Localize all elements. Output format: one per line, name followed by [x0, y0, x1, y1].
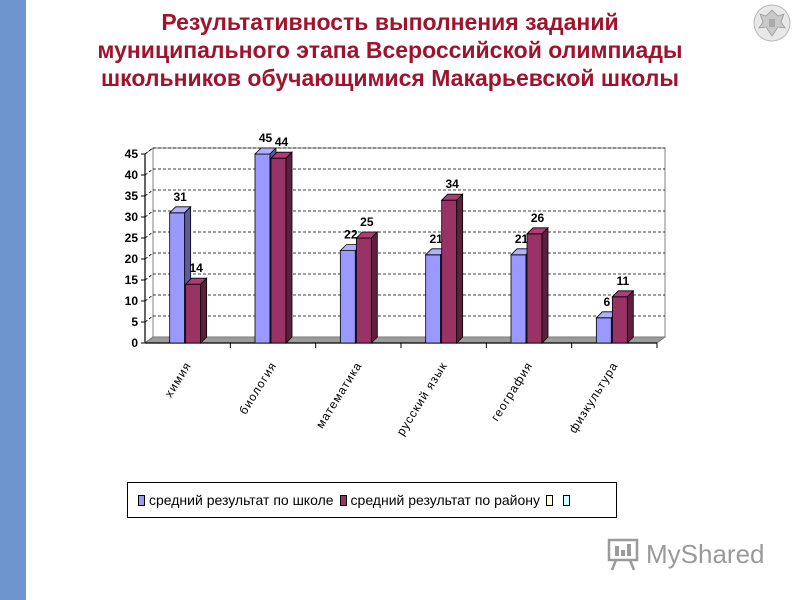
- y-tick-label: 35: [125, 189, 139, 203]
- data-label: 6: [603, 295, 610, 309]
- data-label: 11: [616, 274, 629, 288]
- legend-swatch-empty-1: [546, 494, 554, 506]
- chart-side-wall: [144, 147, 154, 344]
- bar-side-2: [456, 193, 464, 344]
- category-label: физкультура: [566, 359, 621, 435]
- bar-1: [595, 317, 612, 344]
- y-tick-label: 15: [125, 273, 139, 287]
- accent-side-bar: [0, 0, 26, 600]
- bar-1: [169, 212, 186, 344]
- title-line-2: муниципального этапа Всероссийской олимп…: [97, 37, 683, 63]
- myshared-logo: MyShared: [606, 536, 766, 572]
- bar-2: [185, 283, 202, 344]
- data-label: 26: [531, 211, 545, 225]
- data-label: 34: [445, 177, 459, 191]
- bar-2: [355, 237, 372, 344]
- y-tick-label: 30: [125, 210, 139, 224]
- chart-back-wall: [152, 147, 666, 338]
- legend-item-empty-1: [546, 494, 557, 506]
- data-label: 21: [429, 232, 443, 246]
- gridline-side: [144, 168, 154, 176]
- slide-title: Результативность выполнения заданий муни…: [40, 8, 740, 92]
- bar-1: [425, 254, 442, 344]
- coat-of-arms-icon: [753, 4, 791, 42]
- bar-side-2: [541, 226, 549, 344]
- data-label: 31: [173, 190, 187, 204]
- bar-side-2: [370, 231, 378, 344]
- data-label: 25: [360, 215, 374, 229]
- bar-side-2: [285, 151, 293, 344]
- chart-legend: средний результат по школе средний резул…: [127, 482, 617, 518]
- bar-side-2: [626, 289, 634, 344]
- y-tick-label: 5: [131, 315, 138, 329]
- title-line-3: школьников обучающимися Макарьевской шко…: [100, 65, 680, 91]
- bar-2: [611, 296, 628, 344]
- legend-item-empty-2: [563, 494, 574, 506]
- chart-floor: [143, 336, 667, 344]
- category-label: русский язык: [394, 359, 451, 438]
- legend-item-series-1: средний результат по школе: [138, 492, 334, 508]
- y-tick-label: 0: [131, 336, 138, 350]
- data-label: 21: [515, 232, 529, 246]
- gridline-side: [144, 315, 154, 323]
- data-label: 14: [189, 261, 203, 275]
- legend-item-series-2: средний результат по району: [339, 492, 541, 508]
- gridline-side: [144, 273, 154, 281]
- bar-2: [270, 157, 287, 344]
- bar-1: [510, 254, 527, 344]
- gridline-side: [144, 294, 154, 302]
- bar-2: [526, 233, 543, 344]
- gridline-side: [144, 189, 154, 197]
- y-tick-label: 10: [125, 294, 139, 308]
- y-tick-label: 20: [125, 252, 139, 266]
- y-tick-label: 40: [125, 168, 139, 182]
- legend-swatch-series-1: [138, 494, 145, 506]
- bar-2: [441, 199, 458, 344]
- bar-side-2: [200, 277, 208, 344]
- y-tick-label: 45: [125, 147, 139, 161]
- bar-1: [339, 250, 356, 344]
- legend-swatch-series-2: [339, 494, 347, 506]
- legend-label-series-2: средний результат по району: [350, 492, 541, 508]
- gridline-side: [144, 147, 154, 155]
- category-label: биология: [236, 359, 279, 417]
- gridline-side: [144, 252, 154, 260]
- category-label: математика: [313, 359, 365, 431]
- gridline-side: [144, 231, 154, 239]
- data-label: 22: [344, 228, 358, 242]
- y-tick-label: 25: [125, 231, 139, 245]
- bar-1: [254, 153, 271, 344]
- title-line-1: Результативность выполнения заданий: [161, 9, 619, 35]
- data-label: 44: [275, 135, 289, 149]
- legend-label-series-1: средний результат по школе: [149, 492, 334, 508]
- gridline-side: [144, 210, 154, 218]
- data-label: 45: [259, 131, 273, 145]
- legend-swatch-empty-2: [563, 494, 571, 506]
- category-label: химия: [162, 359, 195, 400]
- presentation-board-icon: [607, 538, 639, 571]
- category-label: география: [488, 359, 536, 423]
